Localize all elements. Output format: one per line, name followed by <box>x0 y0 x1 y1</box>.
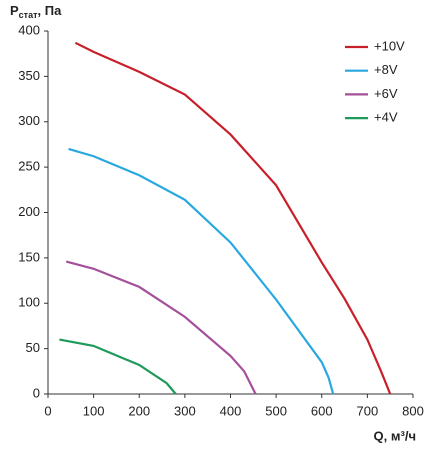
y-tick-label: 100 <box>18 295 40 310</box>
legend-label: +10V <box>374 38 405 53</box>
x-tick-label: 200 <box>128 403 150 418</box>
x-tick-label: 800 <box>402 403 424 418</box>
x-tick-label: 700 <box>357 403 379 418</box>
y-tick-label: 350 <box>18 68 40 83</box>
y-tick-label: 50 <box>26 340 40 355</box>
y-label-sub: стат <box>19 10 38 20</box>
y-tick-label: 150 <box>18 249 40 264</box>
legend-label: +6V <box>374 86 398 101</box>
y-axis-label: Pстат, Па <box>10 3 62 20</box>
series-line <box>74 41 392 395</box>
x-tick-label: 300 <box>174 403 196 418</box>
y-tick-label: 0 <box>33 385 40 400</box>
x-tick-label: 0 <box>44 403 51 418</box>
y-label-rest: , Па <box>38 3 63 18</box>
legend-label: +4V <box>374 110 398 125</box>
series-line <box>59 338 177 395</box>
x-tick-label: 600 <box>311 403 333 418</box>
legend-label: +8V <box>374 62 398 77</box>
y-label-main: P <box>10 3 19 18</box>
y-tick-label: 200 <box>18 204 40 219</box>
series-line <box>65 260 257 395</box>
series-line <box>68 147 335 395</box>
y-tick-label: 250 <box>18 159 40 174</box>
x-axis-label: Q, м³/ч <box>374 428 416 443</box>
x-tick-label: 400 <box>220 403 242 418</box>
y-tick-label: 300 <box>18 113 40 128</box>
x-tick-label: 100 <box>83 403 105 418</box>
x-tick-label: 500 <box>265 403 287 418</box>
y-tick-label: 400 <box>18 22 40 37</box>
